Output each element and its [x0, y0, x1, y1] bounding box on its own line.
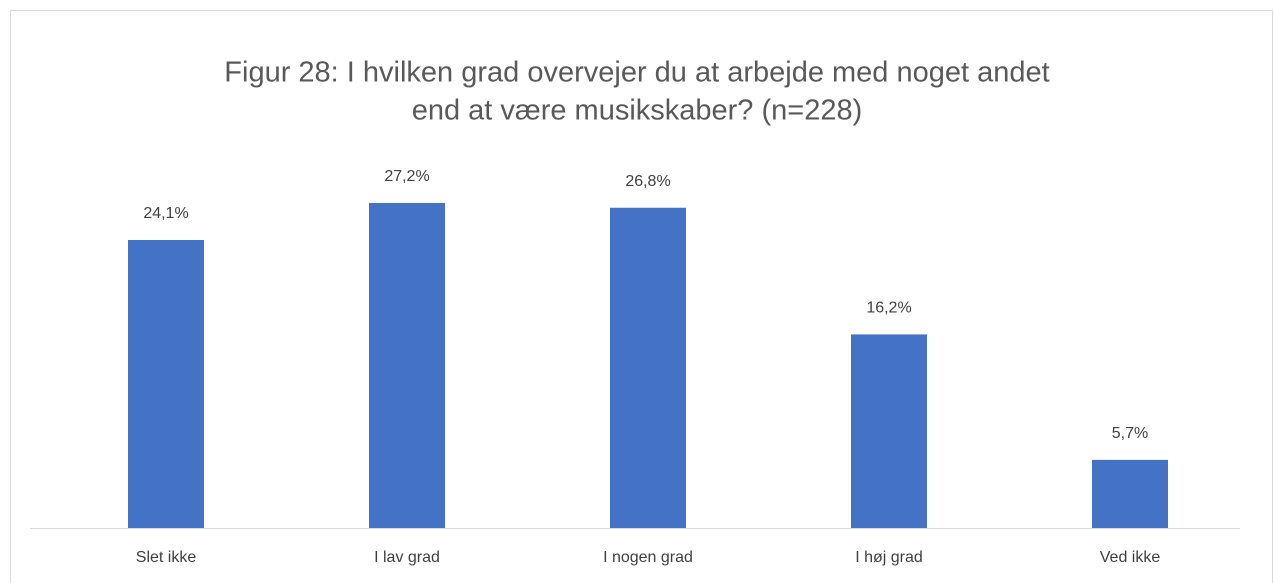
x-tick-label: I høj grad — [855, 549, 923, 566]
chart-title: Figur 28: I hvilken grad overvejer du at… — [224, 57, 1049, 89]
bar — [369, 202, 445, 528]
bar — [851, 334, 927, 528]
x-tick-label: I nogen grad — [603, 549, 693, 566]
bar — [1092, 459, 1168, 528]
value-label: 27,2% — [384, 168, 429, 185]
value-label: 26,8% — [625, 173, 670, 190]
value-label: 5,7% — [1112, 425, 1148, 442]
value-label: 24,1% — [143, 205, 188, 222]
value-label: 16,2% — [866, 300, 911, 317]
x-tick-label: I lav grad — [374, 549, 440, 566]
bar — [128, 240, 204, 528]
x-tick-label: Ved ikke — [1100, 549, 1161, 566]
chart-title: end at være musikskaber? (n=228) — [412, 95, 863, 127]
bar — [610, 207, 686, 529]
x-tick-label: Slet ikke — [136, 549, 197, 566]
